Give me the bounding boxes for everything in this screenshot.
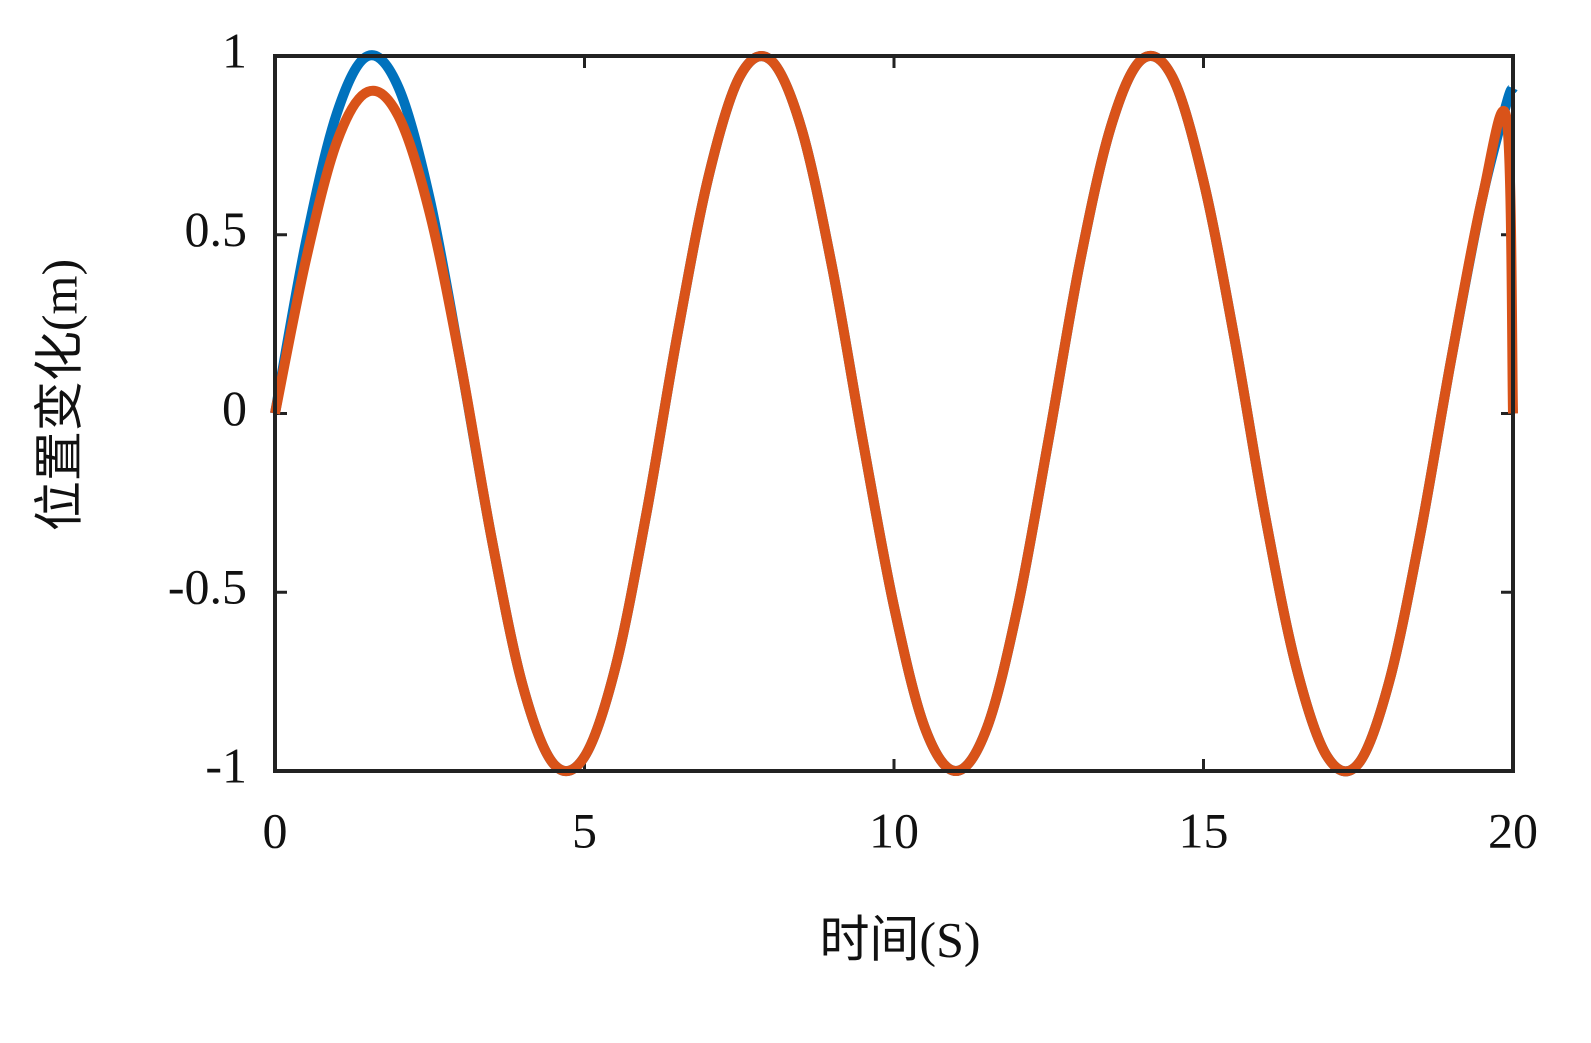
x-tick-label: 15 (1179, 802, 1229, 858)
y-tick-label: 1 (222, 22, 247, 78)
x-tick-label: 10 (869, 802, 919, 858)
y-tick-label: 0.5 (185, 201, 248, 257)
y-axis-label: 位置变化(m) (31, 259, 87, 531)
x-tick-label: 5 (572, 802, 597, 858)
x-tick-label: 0 (263, 802, 288, 858)
data-line (270, 51, 1518, 777)
plot-frame (273, 54, 1515, 773)
x-tick-label: 20 (1488, 802, 1538, 858)
y-tick-label: -1 (205, 737, 247, 793)
y-tick-label: -0.5 (168, 559, 247, 615)
x-axis-label: 时间(S) (819, 911, 980, 967)
y-tick-label: 0 (222, 380, 247, 436)
data-line (270, 50, 1518, 777)
